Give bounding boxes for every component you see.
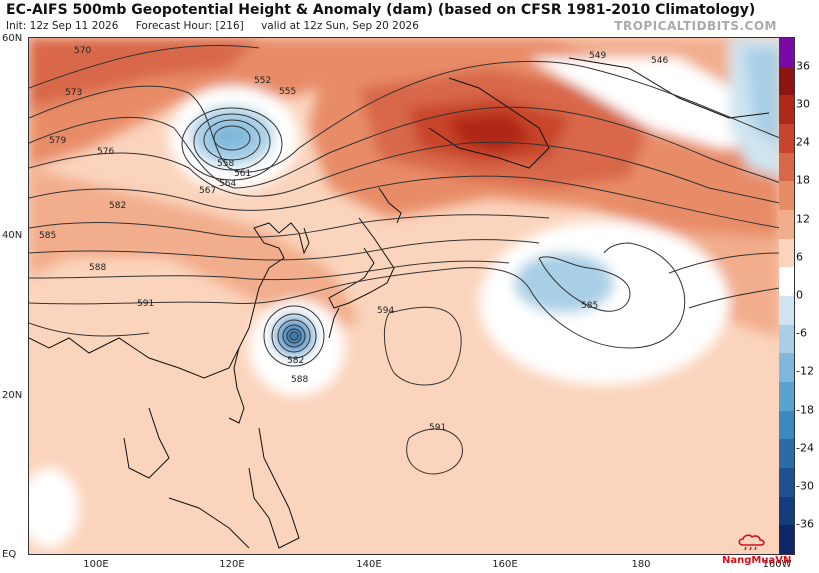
coastlines bbox=[29, 57, 770, 549]
lon-label: 140E bbox=[356, 559, 382, 570]
colorbar-swatch bbox=[779, 123, 794, 153]
colorbar-swatch bbox=[779, 95, 794, 124]
colorbar-label: 12 bbox=[796, 212, 810, 226]
colorbar-label: 0 bbox=[796, 288, 803, 302]
watermark-text: NangMuaVN bbox=[722, 555, 792, 566]
lat-label: 60N bbox=[2, 33, 23, 44]
contour-label: 594 bbox=[377, 306, 394, 316]
colorbar-label: 18 bbox=[796, 173, 810, 187]
valid-time: valid at 12z Sun, Sep 20 2026 bbox=[261, 20, 419, 32]
lon-label: 180 bbox=[631, 559, 651, 570]
colorbar-swatch bbox=[779, 209, 794, 239]
contour-label: 546 bbox=[651, 56, 668, 66]
colorbar-swatch bbox=[779, 267, 794, 296]
lon-label: 160W bbox=[762, 559, 792, 570]
colorbar-swatch bbox=[779, 152, 794, 182]
contour-label: 570 bbox=[74, 46, 91, 56]
lon-label: 100E bbox=[83, 559, 109, 570]
contour-label: 564 bbox=[219, 179, 236, 189]
contour-label: 591 bbox=[137, 299, 154, 309]
contour-label: 585 bbox=[39, 231, 56, 241]
cloud-rain-icon bbox=[738, 534, 765, 551]
colorbar-swatch bbox=[779, 467, 794, 497]
colorbar-swatch bbox=[779, 410, 794, 440]
colorbar-label: 24 bbox=[796, 135, 810, 149]
colorbar-label: 30 bbox=[796, 97, 810, 111]
map-panel: 570 573 576 579 582 585 588 591 552 555 … bbox=[28, 37, 781, 555]
contour-label: 573 bbox=[65, 88, 82, 98]
contour-label: 588 bbox=[89, 263, 106, 273]
forecast-hour: Forecast Hour: [216] bbox=[135, 20, 244, 32]
lat-label: 40N bbox=[2, 230, 23, 241]
watermark: NangMuaVN bbox=[722, 533, 792, 566]
contour-label: 555 bbox=[279, 87, 296, 97]
colorbar-label: -36 bbox=[796, 517, 814, 531]
colorbar-swatch bbox=[779, 324, 794, 354]
colorbar-label: -18 bbox=[796, 403, 814, 417]
contour-label: 549 bbox=[589, 51, 606, 61]
contour-label: 567 bbox=[199, 186, 216, 196]
contour-label: 579 bbox=[49, 136, 66, 146]
colorbar-swatch bbox=[779, 295, 794, 325]
contour-label: 561 bbox=[234, 169, 251, 179]
low-contours bbox=[181, 107, 283, 181]
contour-label: 582 bbox=[287, 356, 304, 366]
colorbar-label: -24 bbox=[796, 441, 814, 455]
colorbar-label: -6 bbox=[796, 326, 807, 340]
contour-label: 591 bbox=[429, 423, 446, 433]
contour-label: 582 bbox=[109, 201, 126, 211]
colorbar-label: 6 bbox=[796, 250, 803, 264]
contour-label: 588 bbox=[291, 375, 308, 385]
colorbar bbox=[779, 37, 795, 555]
colorbar-swatch bbox=[779, 525, 794, 554]
colorbar-swatch bbox=[779, 66, 794, 96]
colorbar-swatch bbox=[779, 381, 794, 411]
typhoon-contours bbox=[263, 305, 325, 367]
contour-label: 558 bbox=[217, 159, 234, 169]
colorbar-swatch bbox=[779, 238, 794, 268]
colorbar-label: -12 bbox=[796, 364, 814, 378]
lat-label: EQ bbox=[2, 549, 17, 560]
colorbar-swatch bbox=[779, 181, 794, 210]
contour-label: 552 bbox=[254, 76, 271, 86]
colorbar-swatch bbox=[779, 496, 794, 526]
lon-label: 160E bbox=[492, 559, 518, 570]
contour-label: 585 bbox=[581, 301, 598, 311]
site-brand: TROPICALTIDBITS.COM bbox=[614, 19, 777, 33]
lon-label: 120E bbox=[219, 559, 245, 570]
lat-label: 20N bbox=[2, 390, 23, 401]
colorbar-label: 36 bbox=[796, 59, 810, 73]
contour-label: 576 bbox=[97, 147, 114, 157]
colorbar-swatch bbox=[779, 38, 794, 67]
colorbar-swatch bbox=[779, 439, 794, 468]
contour-labels: 570 573 576 579 582 585 588 591 552 555 … bbox=[39, 46, 668, 433]
chart-title: EC-AIFS 500mb Geopotential Height & Anom… bbox=[6, 2, 756, 18]
colorbar-swatch bbox=[779, 353, 794, 382]
init-time: Init: 12z Sep 11 2026 bbox=[6, 20, 119, 32]
colorbar-label: -30 bbox=[796, 479, 814, 493]
chart-subtitle: Init: 12z Sep 11 2026 Forecast Hour: [21… bbox=[6, 20, 433, 32]
map-svg: 570 573 576 579 582 585 588 591 552 555 … bbox=[29, 38, 780, 554]
height-contours bbox=[29, 44, 780, 475]
